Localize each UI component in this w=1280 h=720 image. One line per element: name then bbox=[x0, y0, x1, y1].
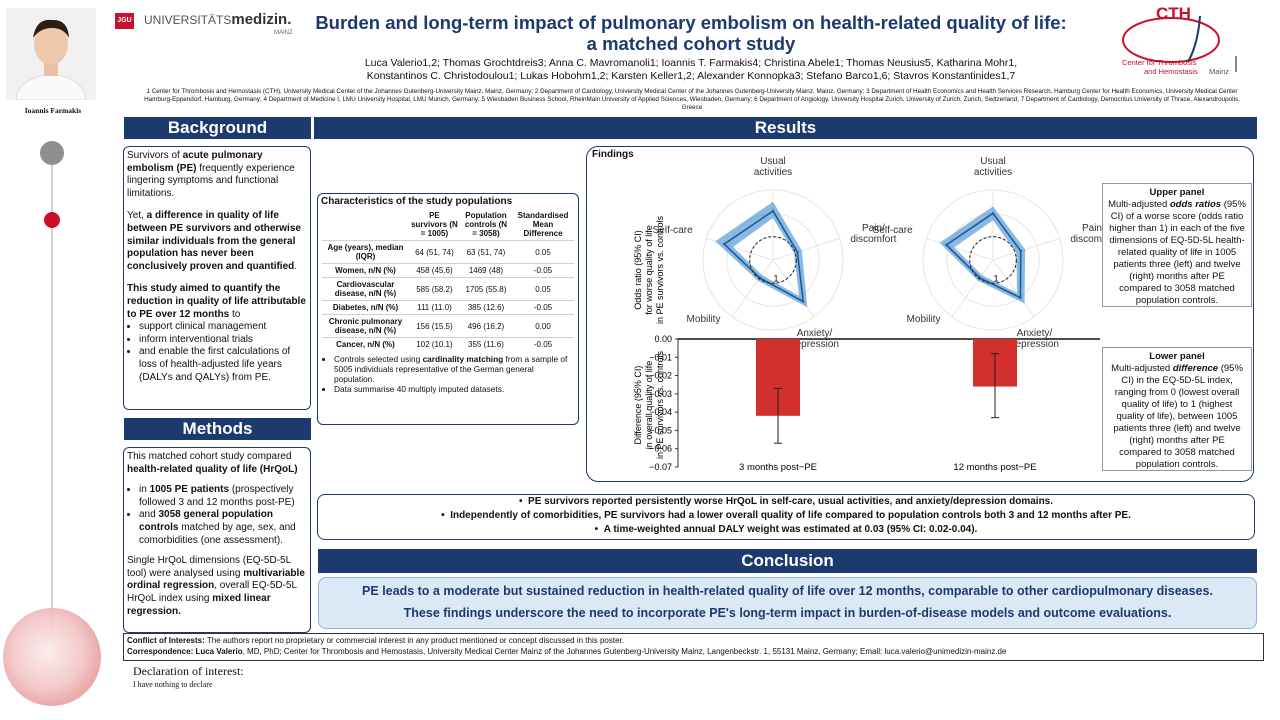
poster-title: Burden and long-term impact of pulmonary… bbox=[300, 12, 1082, 54]
col-pe: PE survivors (N = 1005) bbox=[411, 211, 458, 238]
methods-bullet: and 3058 general population controls mat… bbox=[139, 509, 307, 547]
timeline-dot-grey bbox=[40, 141, 64, 165]
summary-box: • PE survivors reported persistently wor… bbox=[317, 494, 1255, 540]
coi: Conflict of Interests: The authors repor… bbox=[127, 636, 624, 645]
upper-panel-text: Multi-adjusted odds ratios (95% CI) of a… bbox=[1108, 199, 1246, 306]
characteristics-table-box: Characteristics of the study populations… bbox=[317, 193, 579, 425]
conclusion-header: Conclusion bbox=[318, 549, 1257, 573]
table-note: Data summarise 40 multiply imputed datas… bbox=[334, 384, 574, 394]
table-row: Women, n/N (%) 458 (45.6) 1469 (48) -0.05 bbox=[322, 263, 574, 278]
background-bullet: and enable the first calculations of los… bbox=[139, 346, 307, 384]
table-row: Cardiovascular disease, n/N (%) 585 (58.2… bbox=[322, 277, 574, 301]
presenter-name: Ioannis Farmakis bbox=[24, 106, 82, 115]
background-bullet: support clinical management bbox=[139, 321, 307, 334]
col-smd: Standardised Mean Difference bbox=[517, 211, 569, 238]
authors: Luca Valerio1,2; Thomas Grochtdreis3; An… bbox=[300, 57, 1082, 83]
upper-panel-title: Upper panel bbox=[1149, 187, 1205, 198]
table-row: Diabetes, n/N (%) 111 (11.0) 385 (12.6) -0.… bbox=[322, 300, 574, 315]
findings-title: Findings bbox=[592, 149, 634, 160]
conclusion-line-1: PE leads to a moderate but sustained red… bbox=[362, 584, 1213, 598]
characteristics-table: PE survivors (N = 1005) Population contr… bbox=[322, 209, 574, 351]
cth-line1: Center for Thrombosis bbox=[1122, 58, 1197, 67]
declaration-title: Declaration of interest: bbox=[133, 664, 244, 678]
cth-place: Mainz bbox=[1209, 67, 1230, 76]
authors-line-1: Luca Valerio1,2; Thomas Grochtdreis3; An… bbox=[364, 57, 1018, 69]
timeline-dot-red bbox=[44, 212, 60, 228]
university-logo: JGU UNIVERSITÄTSmedizin. MAINZ bbox=[115, 11, 300, 41]
upper-panel-box: Upper panel Multi-adjusted odds ratios (… bbox=[1102, 183, 1252, 307]
summary-item: • PE survivors reported persistently wor… bbox=[518, 496, 1054, 507]
timeline-line bbox=[51, 150, 53, 630]
methods-box: This matched cohort study compared healt… bbox=[123, 447, 311, 633]
presenter-photo bbox=[6, 8, 96, 100]
table-row: Age (years), median (IQR) 64 (51, 74) 63 (… bbox=[322, 240, 574, 264]
authors-line-2: Konstantinos C. Christodoulou1; Lukas Ho… bbox=[366, 70, 1016, 82]
uni-text-b: medizin. bbox=[231, 11, 292, 28]
correspondence: Correspondence: Luca Valerio, MD, PhD; C… bbox=[127, 647, 1007, 656]
footer-box: Conflict of Interests: The authors repor… bbox=[123, 633, 1264, 661]
lower-panel-text: Multi-adjusted difference (95% CI) in th… bbox=[1111, 363, 1243, 470]
jgu-badge: JGU bbox=[115, 13, 134, 29]
methods-bullet: in 1005 PE patients (prospectively follo… bbox=[139, 484, 307, 509]
table-note: Controls selected using cardinality matc… bbox=[334, 354, 574, 384]
table-title: Characteristics of the study populations bbox=[321, 196, 513, 207]
affiliations: 1 Center for Thrombosis and Hemostasis (… bbox=[144, 88, 1240, 111]
results-header: Results bbox=[314, 117, 1257, 139]
background-bullet: inform interventional trials bbox=[139, 334, 307, 347]
background-bullets: support clinical management inform inter… bbox=[127, 321, 307, 384]
table-row: Cancer, n/N (%) 102 (10.1) 355 (11.6) -0.05 bbox=[322, 337, 574, 351]
lower-panel-title: Lower panel bbox=[1149, 351, 1205, 362]
title-line-1: Burden and long-term impact of pulmonary… bbox=[315, 12, 1067, 33]
table-row: Chronic pulmonary disease, n/N (%) 156 (1… bbox=[322, 314, 574, 338]
summary-item: • A time-weighted annual DALY weight was… bbox=[594, 524, 978, 535]
uni-text-c: MAINZ bbox=[274, 30, 293, 36]
uni-text-a: UNIVERSITÄTS bbox=[144, 13, 232, 27]
declaration-text: I have nothing to declare bbox=[133, 680, 213, 689]
conclusion-line-2: These findings underscore the need to in… bbox=[403, 606, 1172, 620]
cth-logo: CTH Center for Thrombosis and Hemostasis… bbox=[1118, 4, 1258, 80]
conclusion-box: PE leads to a moderate but sustained red… bbox=[318, 577, 1257, 629]
decorative-circle bbox=[3, 608, 101, 706]
summary-item: • Independently of comorbidities, PE sur… bbox=[441, 510, 1131, 521]
table-notes: Controls selected using cardinality matc… bbox=[322, 354, 574, 394]
background-header: Background bbox=[124, 117, 311, 139]
lower-panel-box: Lower panel Multi-adjusted difference (9… bbox=[1102, 347, 1252, 471]
methods-header: Methods bbox=[124, 418, 311, 440]
ministry-logo bbox=[1235, 56, 1255, 72]
background-box: Survivors of acute pulmonary embolism (P… bbox=[123, 146, 311, 410]
col-pop: Population controls (N = 3058) bbox=[464, 211, 508, 238]
title-line-2: a matched cohort study bbox=[586, 33, 796, 54]
cth-line2: and Hemostasis bbox=[1144, 67, 1198, 76]
cth-big: CTH bbox=[1156, 4, 1191, 23]
